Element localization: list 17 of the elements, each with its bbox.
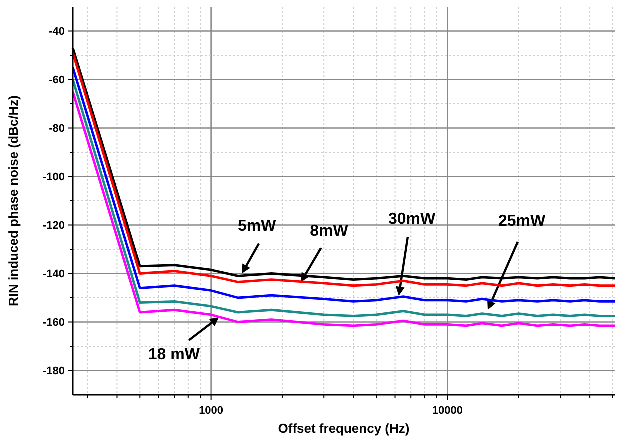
y-tick-label: -180 (42, 366, 65, 378)
annotation: 8mW (310, 223, 350, 240)
x-tick-label: 10000 (432, 405, 464, 417)
y-tick-label: -160 (42, 317, 65, 330)
annotation: 25mW (498, 213, 546, 230)
annotation: 5mW (238, 218, 278, 235)
annotation: 30mW (388, 211, 436, 228)
y-tick-label: -120 (42, 220, 65, 232)
annotation: 18 mW (148, 346, 201, 364)
x-tick-label: 1000 (199, 405, 224, 417)
y-tick-label: -140 (42, 268, 65, 281)
y-tick-label: -100 (42, 172, 65, 184)
y-tick-label: -80 (49, 123, 65, 136)
y-axis-title: RIN induced phase noise (dBc/Hz) (6, 96, 21, 306)
y-tick-label: -40 (49, 26, 65, 38)
y-tick-label: -60 (49, 74, 65, 87)
x-axis-title: Offset frequency (Hz) (278, 421, 410, 436)
